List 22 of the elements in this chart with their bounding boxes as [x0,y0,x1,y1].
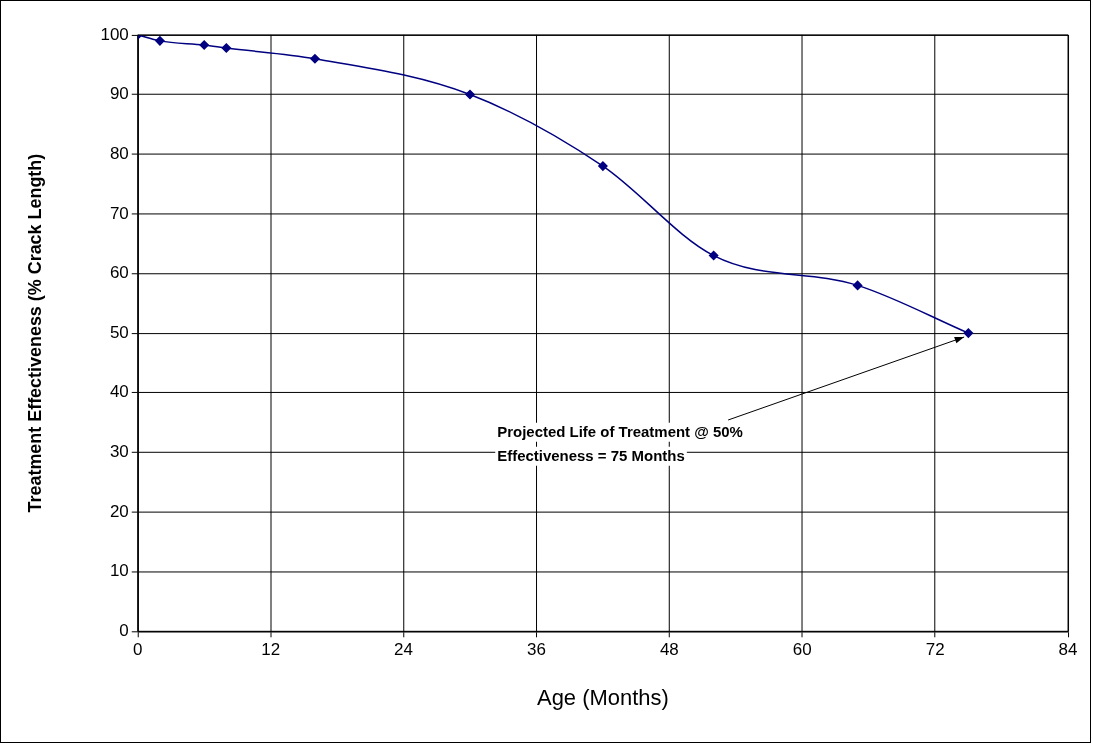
x-tick-label: 60 [792,640,812,660]
y-tick-label: 100 [100,24,129,44]
y-tick-label: 90 [109,84,129,104]
x-axis-title: Age (Months) [537,684,669,710]
y-tick-label: 20 [109,501,129,521]
x-tick-label: 48 [659,640,679,660]
y-tick-label: 30 [109,442,129,462]
y-tick-label: 70 [109,203,129,223]
x-tick-label: 72 [925,640,945,660]
y-axis-title: Treatment Effectiveness (% Crack Length) [24,153,45,513]
x-tick-label: 12 [261,640,281,660]
y-tick-label: 60 [109,263,129,283]
y-tick-label: 40 [109,382,129,402]
y-tick-label: 50 [109,322,129,342]
y-tick-label: 10 [109,561,129,581]
x-tick-label: 0 [133,640,143,660]
x-tick-label: 36 [527,640,546,660]
annotation: Projected Life of Treatment @ 50% Effectiveness = 75 Months [497,422,743,464]
x-tick-label: 24 [394,640,413,660]
y-tick-label: 80 [109,143,129,163]
y-tick-label: 0 [119,620,129,640]
x-tick-label: 84 [1058,640,1078,660]
